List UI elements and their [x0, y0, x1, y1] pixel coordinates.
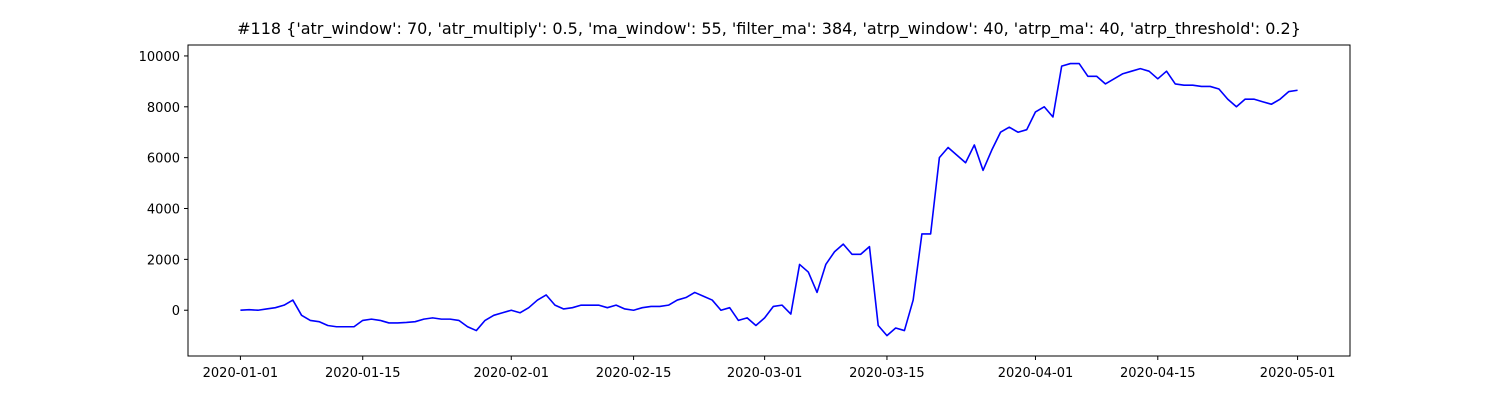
y-tick-label: 8000: [147, 101, 180, 116]
x-tick-label: 2020-03-15: [849, 366, 925, 381]
x-tick-label: 2020-01-01: [203, 366, 279, 381]
x-tick-label: 2020-01-15: [325, 366, 401, 381]
x-tick-label: 2020-02-01: [473, 366, 549, 381]
y-tick-label: 6000: [147, 152, 180, 167]
y-tick-label: 0: [172, 304, 180, 319]
x-tick-label: 2020-03-01: [727, 366, 803, 381]
x-tick-label: 2020-02-15: [596, 366, 672, 381]
y-tick-label: 4000: [147, 203, 180, 218]
y-tick-label: 2000: [147, 253, 180, 268]
x-tick-label: 2020-04-01: [998, 366, 1074, 381]
plot-frame: [187, 44, 1351, 357]
y-tick-label: 10000: [139, 50, 180, 65]
x-tick-label: 2020-05-01: [1260, 366, 1336, 381]
chart-title: #118 {'atr_window': 70, 'atr_multiply': …: [237, 19, 1301, 39]
data-line: [240, 62, 1298, 337]
x-tick-label: 2020-04-15: [1120, 366, 1196, 381]
